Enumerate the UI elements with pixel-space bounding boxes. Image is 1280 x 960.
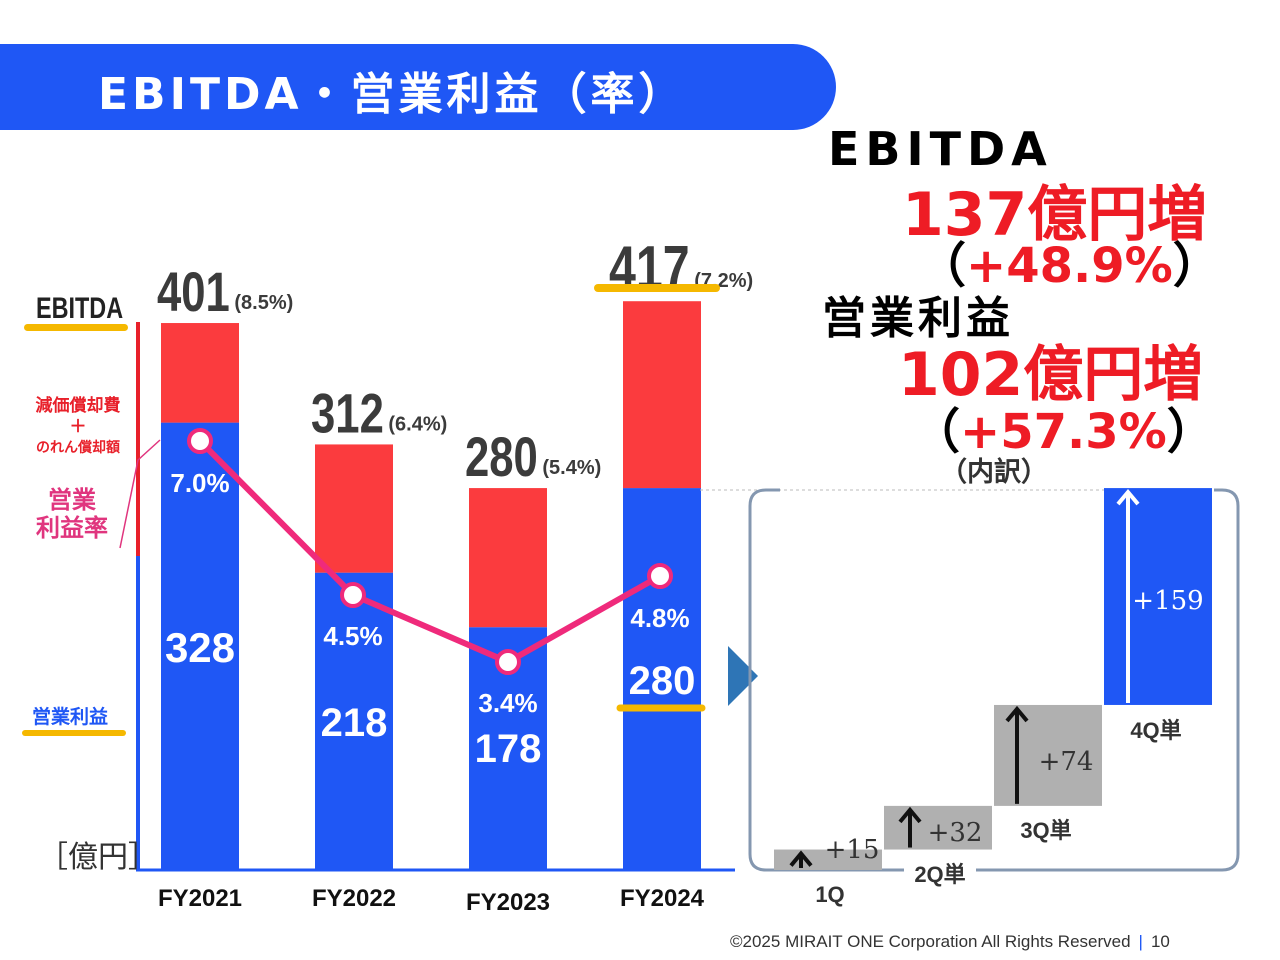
footer-separator: | bbox=[1138, 932, 1143, 951]
bar-depreciation-fy2022 bbox=[315, 444, 393, 573]
ebitda-total-label: 417 bbox=[609, 233, 690, 302]
unit-label: ［億円］ bbox=[38, 840, 158, 875]
op-margin-point bbox=[340, 582, 366, 608]
op-margin-line1: 営業 bbox=[48, 486, 96, 514]
arrow-up-icon bbox=[789, 850, 813, 867]
paren-close: ） bbox=[1172, 238, 1221, 294]
depreciation-plus: ＋ bbox=[69, 417, 87, 437]
page-number: 10 bbox=[1150, 932, 1170, 951]
waterfall-value: +32 bbox=[928, 818, 983, 848]
operating-profit-label: 営業利益 bbox=[32, 706, 109, 728]
waterfall-bar-3 bbox=[994, 704, 1102, 806]
ebitda-margin-label: (5.4%) bbox=[542, 457, 601, 479]
op-increase: 102億円増 bbox=[898, 340, 1204, 410]
x-tick-label: FY2023 bbox=[466, 889, 550, 916]
op-margin-point bbox=[647, 563, 673, 589]
waterfall-category: 2Q単 bbox=[914, 862, 965, 887]
breakdown-frame bbox=[748, 488, 1240, 872]
paren-open: （ bbox=[912, 404, 961, 460]
waterfall-label-bg bbox=[904, 860, 976, 888]
op-margin-leader bbox=[119, 439, 161, 549]
ebitda-underline bbox=[24, 324, 128, 331]
arrow-up-icon bbox=[1005, 705, 1029, 723]
waterfall-label-bg bbox=[794, 880, 866, 908]
op-margin-value: 4.8% bbox=[630, 603, 689, 633]
op-margin-point bbox=[495, 649, 521, 675]
op-increase-pct: （+57.3%） bbox=[912, 392, 1215, 462]
op-pct-value: +57.3% bbox=[960, 404, 1167, 460]
operating-profit-value: 280 bbox=[629, 659, 696, 703]
paren-open: （ bbox=[918, 238, 967, 294]
x-tick-label: FY2024 bbox=[620, 885, 705, 912]
x-tick-label: FY2021 bbox=[158, 885, 242, 912]
bar-depreciation-fy2023 bbox=[469, 488, 547, 628]
ebitda-increase-pct: （+48.9%） bbox=[918, 226, 1221, 296]
ebitda-total-label: 280 bbox=[465, 426, 538, 488]
waterfall-label-bg bbox=[1010, 816, 1082, 844]
footer: ©2025 MIRAIT ONE Corporation All Rights … bbox=[730, 932, 1170, 952]
op-margin-line bbox=[197, 438, 662, 665]
depreciation-line2: のれん償却額 bbox=[36, 440, 120, 456]
waterfall-bar-2 bbox=[884, 805, 992, 850]
bar-operating-profit-fy2021 bbox=[161, 422, 239, 870]
waterfall-label-bg bbox=[1120, 716, 1192, 744]
op-heading: 営業利益 bbox=[822, 293, 1014, 344]
breakdown-label: （内訳） bbox=[940, 457, 1048, 488]
ebitda-margin-label: (6.4%) bbox=[388, 413, 447, 435]
ebitda-total-label: 312 bbox=[311, 382, 384, 444]
copyright: ©2025 MIRAIT ONE Corporation All Rights … bbox=[730, 932, 1131, 951]
op-margin-line2: 利益率 bbox=[36, 514, 108, 542]
waterfall-category: 4Q単 bbox=[1130, 718, 1181, 743]
bar-depreciation-fy2024 bbox=[623, 301, 701, 489]
ebitda-total-label: 401 bbox=[157, 261, 230, 323]
ebitda-axis-label: EBITDA bbox=[36, 292, 124, 325]
waterfall-category: 3Q単 bbox=[1020, 818, 1071, 843]
title-banner bbox=[0, 44, 836, 130]
depreciation-line1: 減価償却費 bbox=[35, 396, 121, 416]
operating-profit-underline bbox=[22, 730, 126, 736]
arrow-up-icon bbox=[898, 806, 922, 824]
ebitda-pct-value: +48.9% bbox=[966, 238, 1173, 294]
waterfall-value: +159 bbox=[1132, 586, 1203, 616]
ebitda-heading: EBITDA bbox=[828, 122, 1053, 176]
paren-close: ） bbox=[1166, 404, 1215, 460]
x-tick-label: FY2022 bbox=[312, 885, 396, 912]
waterfall-bar-4 bbox=[1104, 488, 1212, 705]
waterfall-value: +15 bbox=[825, 835, 880, 865]
op-margin-value: 3.4% bbox=[478, 688, 537, 718]
ebitda-margin-label: (8.5%) bbox=[234, 292, 293, 314]
waterfall-category: 1Q bbox=[815, 882, 844, 907]
bar-operating-profit-fy2022 bbox=[315, 572, 393, 870]
depreciation-label: 減価償却費 ＋ のれん償却額 bbox=[30, 396, 126, 459]
waterfall-value: +74 bbox=[1039, 747, 1094, 777]
operating-profit-value: 218 bbox=[321, 701, 388, 745]
arrow-up-icon bbox=[1116, 488, 1140, 506]
page-title: EBITDA・営業利益（率） bbox=[98, 69, 687, 120]
bar-operating-profit-fy2024 bbox=[623, 488, 701, 870]
op-margin-point bbox=[187, 428, 213, 454]
op-margin-value: 7.0% bbox=[170, 468, 229, 498]
operating-profit-value: 328 bbox=[165, 624, 235, 671]
ebitda-increase: 137億円増 bbox=[902, 180, 1208, 250]
bar-depreciation-fy2021 bbox=[161, 323, 239, 423]
op-margin-label: 営業 利益率 bbox=[22, 486, 122, 542]
breakdown-arrow-icon bbox=[728, 646, 758, 706]
op-margin-value: 4.5% bbox=[323, 621, 382, 651]
operating-profit-value: 178 bbox=[475, 727, 542, 771]
